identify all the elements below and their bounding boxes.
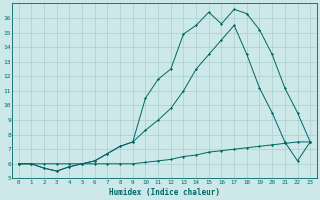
X-axis label: Humidex (Indice chaleur): Humidex (Indice chaleur) xyxy=(109,188,220,197)
